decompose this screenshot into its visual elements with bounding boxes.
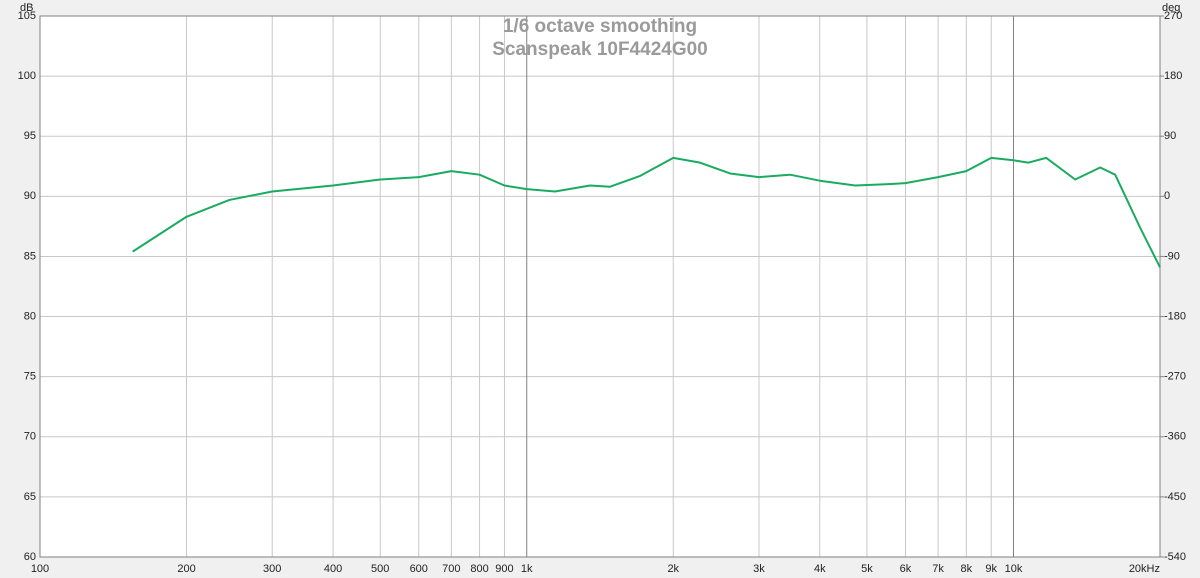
x-tick-label: 100 [31, 563, 49, 575]
y2-tick-label: 0 [1164, 190, 1170, 202]
y-tick-label: 75 [24, 371, 36, 383]
y2-tick-label: 180 [1164, 70, 1182, 82]
x-tick-label: 500 [371, 563, 389, 575]
x-tick-label: 300 [263, 563, 281, 575]
x-tick-label: 3k [753, 563, 765, 575]
y-tick-label: 60 [24, 551, 36, 563]
x-tick-label: 1k [521, 563, 533, 575]
x-tick-label: 4k [814, 563, 826, 575]
y2-axis-label: deg [1162, 2, 1180, 14]
x-tick-label: 800 [470, 563, 488, 575]
x-tick-label: 400 [324, 563, 342, 575]
y-axis-label: dB [20, 2, 33, 14]
y2-tick-label: -540 [1164, 551, 1186, 563]
y-tick-label: 100 [18, 70, 36, 82]
x-tick-label: 6k [900, 563, 912, 575]
y-tick-label: 85 [24, 250, 36, 262]
y2-tick-label: -180 [1164, 310, 1186, 322]
y2-tick-label: 270 [1164, 10, 1182, 22]
y2-tick-label: -270 [1164, 371, 1186, 383]
line-series [132, 156, 1161, 268]
y-tick-label: 90 [24, 190, 36, 202]
x-tick-label: 600 [410, 563, 428, 575]
x-tick-label: 20kHz [1129, 563, 1160, 575]
y2-tick-label: 90 [1164, 130, 1176, 142]
x-tick-label: 10k [1005, 563, 1023, 575]
y-tick-label: 95 [24, 130, 36, 142]
plot-area [40, 16, 1160, 557]
y-tick-label: 105 [18, 10, 36, 22]
y2-tick-label: -450 [1164, 491, 1186, 503]
x-tick-label: 200 [177, 563, 195, 575]
x-tick-label: 5k [861, 563, 873, 575]
y2-tick-label: -90 [1164, 250, 1180, 262]
y-tick-label: 70 [24, 431, 36, 443]
x-tick-label: 9k [985, 563, 997, 575]
y-tick-label: 65 [24, 491, 36, 503]
chart-subtitle: Scanspeak 10F4424G00 [492, 39, 708, 60]
x-tick-label: 8k [960, 563, 972, 575]
x-tick-label: 2k [667, 563, 679, 575]
y2-tick-label: -360 [1164, 431, 1186, 443]
y-tick-label: 80 [24, 310, 36, 322]
x-tick-label: 700 [442, 563, 460, 575]
x-tick-label: 900 [495, 563, 513, 575]
x-tick-label: 7k [932, 563, 944, 575]
chart-title: 1/6 octave smoothing [503, 16, 697, 37]
plot-frame [39, 15, 1161, 558]
